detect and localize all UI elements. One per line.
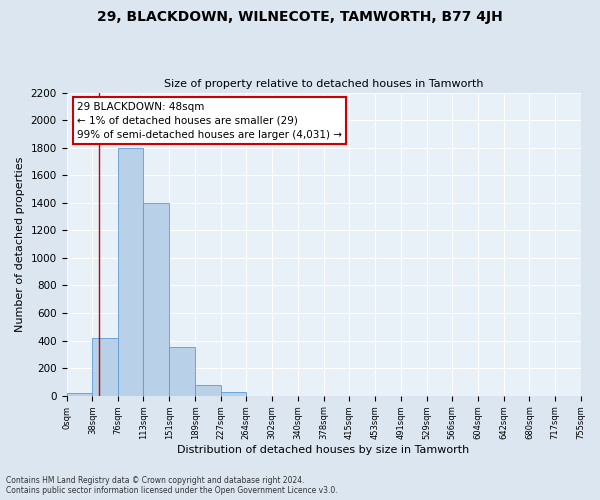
Bar: [92, 338, 118, 396]
Text: 29 BLACKDOWN: 48sqm
← 1% of detached houses are smaller (29)
99% of semi-detache: 29 BLACKDOWN: 48sqm ← 1% of detached hou…: [77, 102, 342, 140]
Bar: [118, 148, 143, 396]
Title: Size of property relative to detached houses in Tamworth: Size of property relative to detached ho…: [164, 79, 483, 89]
X-axis label: Distribution of detached houses by size in Tamworth: Distribution of detached houses by size …: [178, 445, 470, 455]
Bar: [67, 393, 92, 396]
Bar: [143, 203, 169, 396]
Text: Contains HM Land Registry data © Crown copyright and database right 2024.
Contai: Contains HM Land Registry data © Crown c…: [6, 476, 338, 495]
Bar: [221, 392, 246, 396]
Bar: [169, 348, 195, 396]
Bar: [195, 386, 221, 396]
Y-axis label: Number of detached properties: Number of detached properties: [15, 156, 25, 332]
Text: 29, BLACKDOWN, WILNECOTE, TAMWORTH, B77 4JH: 29, BLACKDOWN, WILNECOTE, TAMWORTH, B77 …: [97, 10, 503, 24]
